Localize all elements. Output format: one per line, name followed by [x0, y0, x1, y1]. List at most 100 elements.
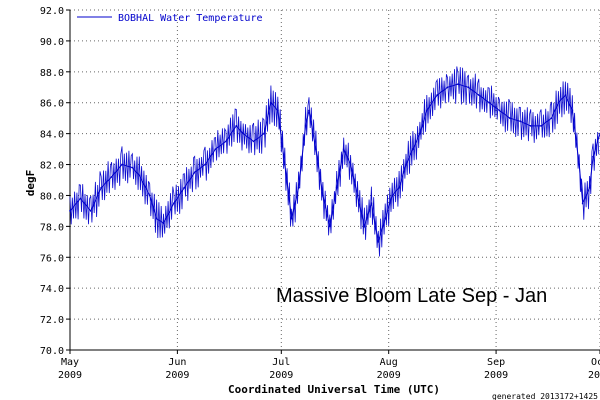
- series-point: [588, 186, 591, 189]
- series-point: [377, 240, 380, 243]
- y-tick-label: 82.0: [40, 161, 64, 172]
- series-point: [436, 94, 439, 96]
- series-point: [214, 148, 217, 151]
- series-point: [342, 148, 345, 151]
- series-point: [315, 148, 317, 151]
- series-point: [110, 176, 113, 178]
- series-point: [89, 210, 92, 212]
- x-tick-label-year: 2009: [588, 370, 600, 381]
- annotation: Massive Bloom Late Sep - Jan: [276, 285, 547, 307]
- y-tick-label: 72.0: [40, 315, 64, 326]
- series-point: [263, 132, 265, 135]
- series-point: [138, 174, 141, 177]
- series-point: [235, 125, 238, 127]
- x-axis-label: Coordinated Universal Time (UTC): [228, 383, 440, 396]
- series-point: [204, 163, 207, 166]
- series-point: [529, 125, 532, 127]
- y-tick-label: 92.0: [40, 6, 64, 17]
- series-point: [148, 194, 151, 197]
- series-point: [276, 109, 279, 112]
- x-tick-label-month: Jun: [168, 357, 186, 368]
- series-point: [540, 125, 542, 127]
- series-point: [425, 109, 428, 112]
- series-point: [467, 86, 470, 89]
- series-point: [519, 120, 522, 123]
- series-point: [100, 186, 103, 189]
- x-tick-label-month: Oct: [591, 357, 600, 368]
- y-axis-label: degF: [24, 170, 37, 197]
- series-point: [509, 117, 511, 120]
- y-tick-label: 76.0: [40, 253, 64, 264]
- series-point: [557, 101, 560, 104]
- series-point: [121, 163, 123, 166]
- x-tick-label-year: 2009: [484, 370, 508, 381]
- footer-generated: generated 2013172+1425: [492, 392, 598, 400]
- series-point: [363, 225, 366, 228]
- y-tick-label: 84.0: [40, 130, 64, 141]
- series-point: [283, 163, 286, 166]
- series-point: [242, 132, 245, 135]
- series-point: [581, 202, 584, 205]
- series-point: [69, 210, 71, 212]
- series-point: [356, 194, 359, 197]
- legend: BOBHAL Water Temperature: [77, 13, 263, 24]
- x-tick-label-year: 2009: [165, 370, 189, 381]
- series-point: [225, 140, 227, 143]
- plot-area: [69, 66, 600, 257]
- x-tick-label-year: 2009: [58, 370, 82, 381]
- y-axis: 70.0 72.0 74.0 76.0 78.0 80.0 82.0 84.0 86.0 88.0…: [40, 6, 71, 357]
- x-tick-label-month: Aug: [380, 357, 398, 368]
- series-point: [328, 225, 331, 228]
- series-point: [398, 186, 400, 189]
- series-point: [290, 217, 293, 220]
- series-point: [335, 186, 338, 189]
- series-point: [578, 163, 581, 166]
- series-point: [79, 197, 82, 200]
- series-point: [131, 166, 134, 169]
- x-tick-label-year: 2009: [377, 370, 401, 381]
- series-point: [308, 109, 310, 112]
- series-point: [477, 94, 480, 96]
- series-point: [391, 194, 394, 197]
- series-point: [592, 155, 594, 158]
- series-point: [457, 83, 459, 86]
- series-point: [322, 194, 324, 197]
- x-axis: May 2009 Jun 2009 Jul 2009 Aug 2009 Sep 2009 Oct 20…: [58, 349, 600, 381]
- series-point: [419, 132, 421, 135]
- y-tick-label: 80.0: [40, 191, 64, 202]
- series-point: [488, 101, 491, 104]
- series-point: [193, 171, 196, 174]
- series-point: [384, 217, 387, 220]
- legend-label: BOBHAL Water Temperature: [118, 13, 263, 24]
- series-point: [564, 94, 567, 96]
- x-tick-label-year: 2009: [269, 370, 293, 381]
- series-point: [252, 140, 255, 143]
- series-point: [405, 163, 407, 166]
- series-point: [304, 125, 307, 127]
- series-point: [550, 117, 553, 120]
- y-tick-label: 78.0: [40, 222, 64, 233]
- series-point: [370, 202, 373, 205]
- series-point: [270, 101, 272, 104]
- x-tick-label-month: Sep: [487, 357, 505, 368]
- series-point: [155, 217, 158, 220]
- x-tick-label-month: May: [61, 357, 79, 368]
- y-tick-label: 86.0: [40, 99, 64, 110]
- series-oscillation: [69, 66, 600, 257]
- y-tick-label: 88.0: [40, 68, 64, 79]
- series-point: [446, 86, 449, 89]
- y-tick-label: 90.0: [40, 37, 64, 48]
- series-point: [412, 148, 414, 151]
- y-tick-label: 74.0: [40, 284, 64, 295]
- x-tick-label-month: Jul: [272, 357, 290, 368]
- series-point: [498, 109, 501, 112]
- series-point: [162, 222, 165, 225]
- series-point: [183, 186, 186, 189]
- series-point: [571, 109, 574, 112]
- grid: [69, 9, 600, 351]
- y-tick-label: 70.0: [40, 346, 64, 357]
- series-point: [297, 186, 300, 189]
- series-point: [349, 163, 352, 166]
- series-point: [173, 202, 175, 205]
